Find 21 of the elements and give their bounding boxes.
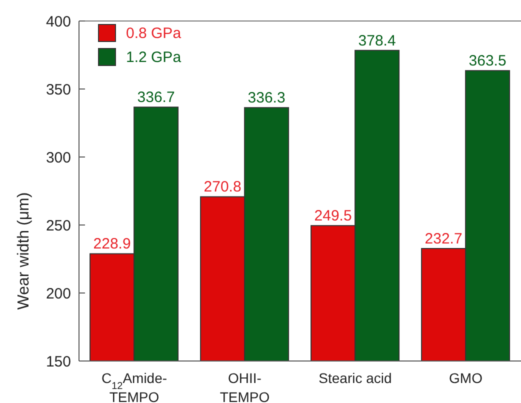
- y-tick-label: 200: [46, 285, 71, 302]
- y-tick-label: 400: [46, 13, 71, 30]
- x-tick-label: C$_{12}$Amide-TEMPO: [101, 370, 168, 403]
- y-tick-label: 150: [46, 353, 71, 370]
- y-tick-label: 300: [46, 149, 71, 166]
- x-tick-label: GMO: [449, 370, 483, 386]
- data-label: 336.3: [248, 90, 286, 107]
- legend-label: 0.8 GPa: [125, 24, 182, 42]
- data-label: 270.8: [204, 178, 242, 196]
- y-tick-label: 250: [46, 217, 71, 234]
- x-tick-label: Stearic acid: [318, 370, 392, 386]
- data-label: 232.7: [424, 230, 462, 248]
- legend-label: 1.2 GPa: [125, 48, 182, 66]
- y-axis-title: Wear width (μm): [16, 192, 33, 310]
- data-label: 378.4: [358, 32, 396, 50]
- data-label: 336.7: [137, 89, 175, 106]
- y-tick-label: 350: [46, 81, 71, 98]
- x-tick-label: OHII-TEMPO: [220, 370, 270, 403]
- data-label: 228.9: [93, 236, 131, 253]
- data-label: 249.5: [314, 208, 352, 225]
- data-label: 363.5: [468, 52, 506, 70]
